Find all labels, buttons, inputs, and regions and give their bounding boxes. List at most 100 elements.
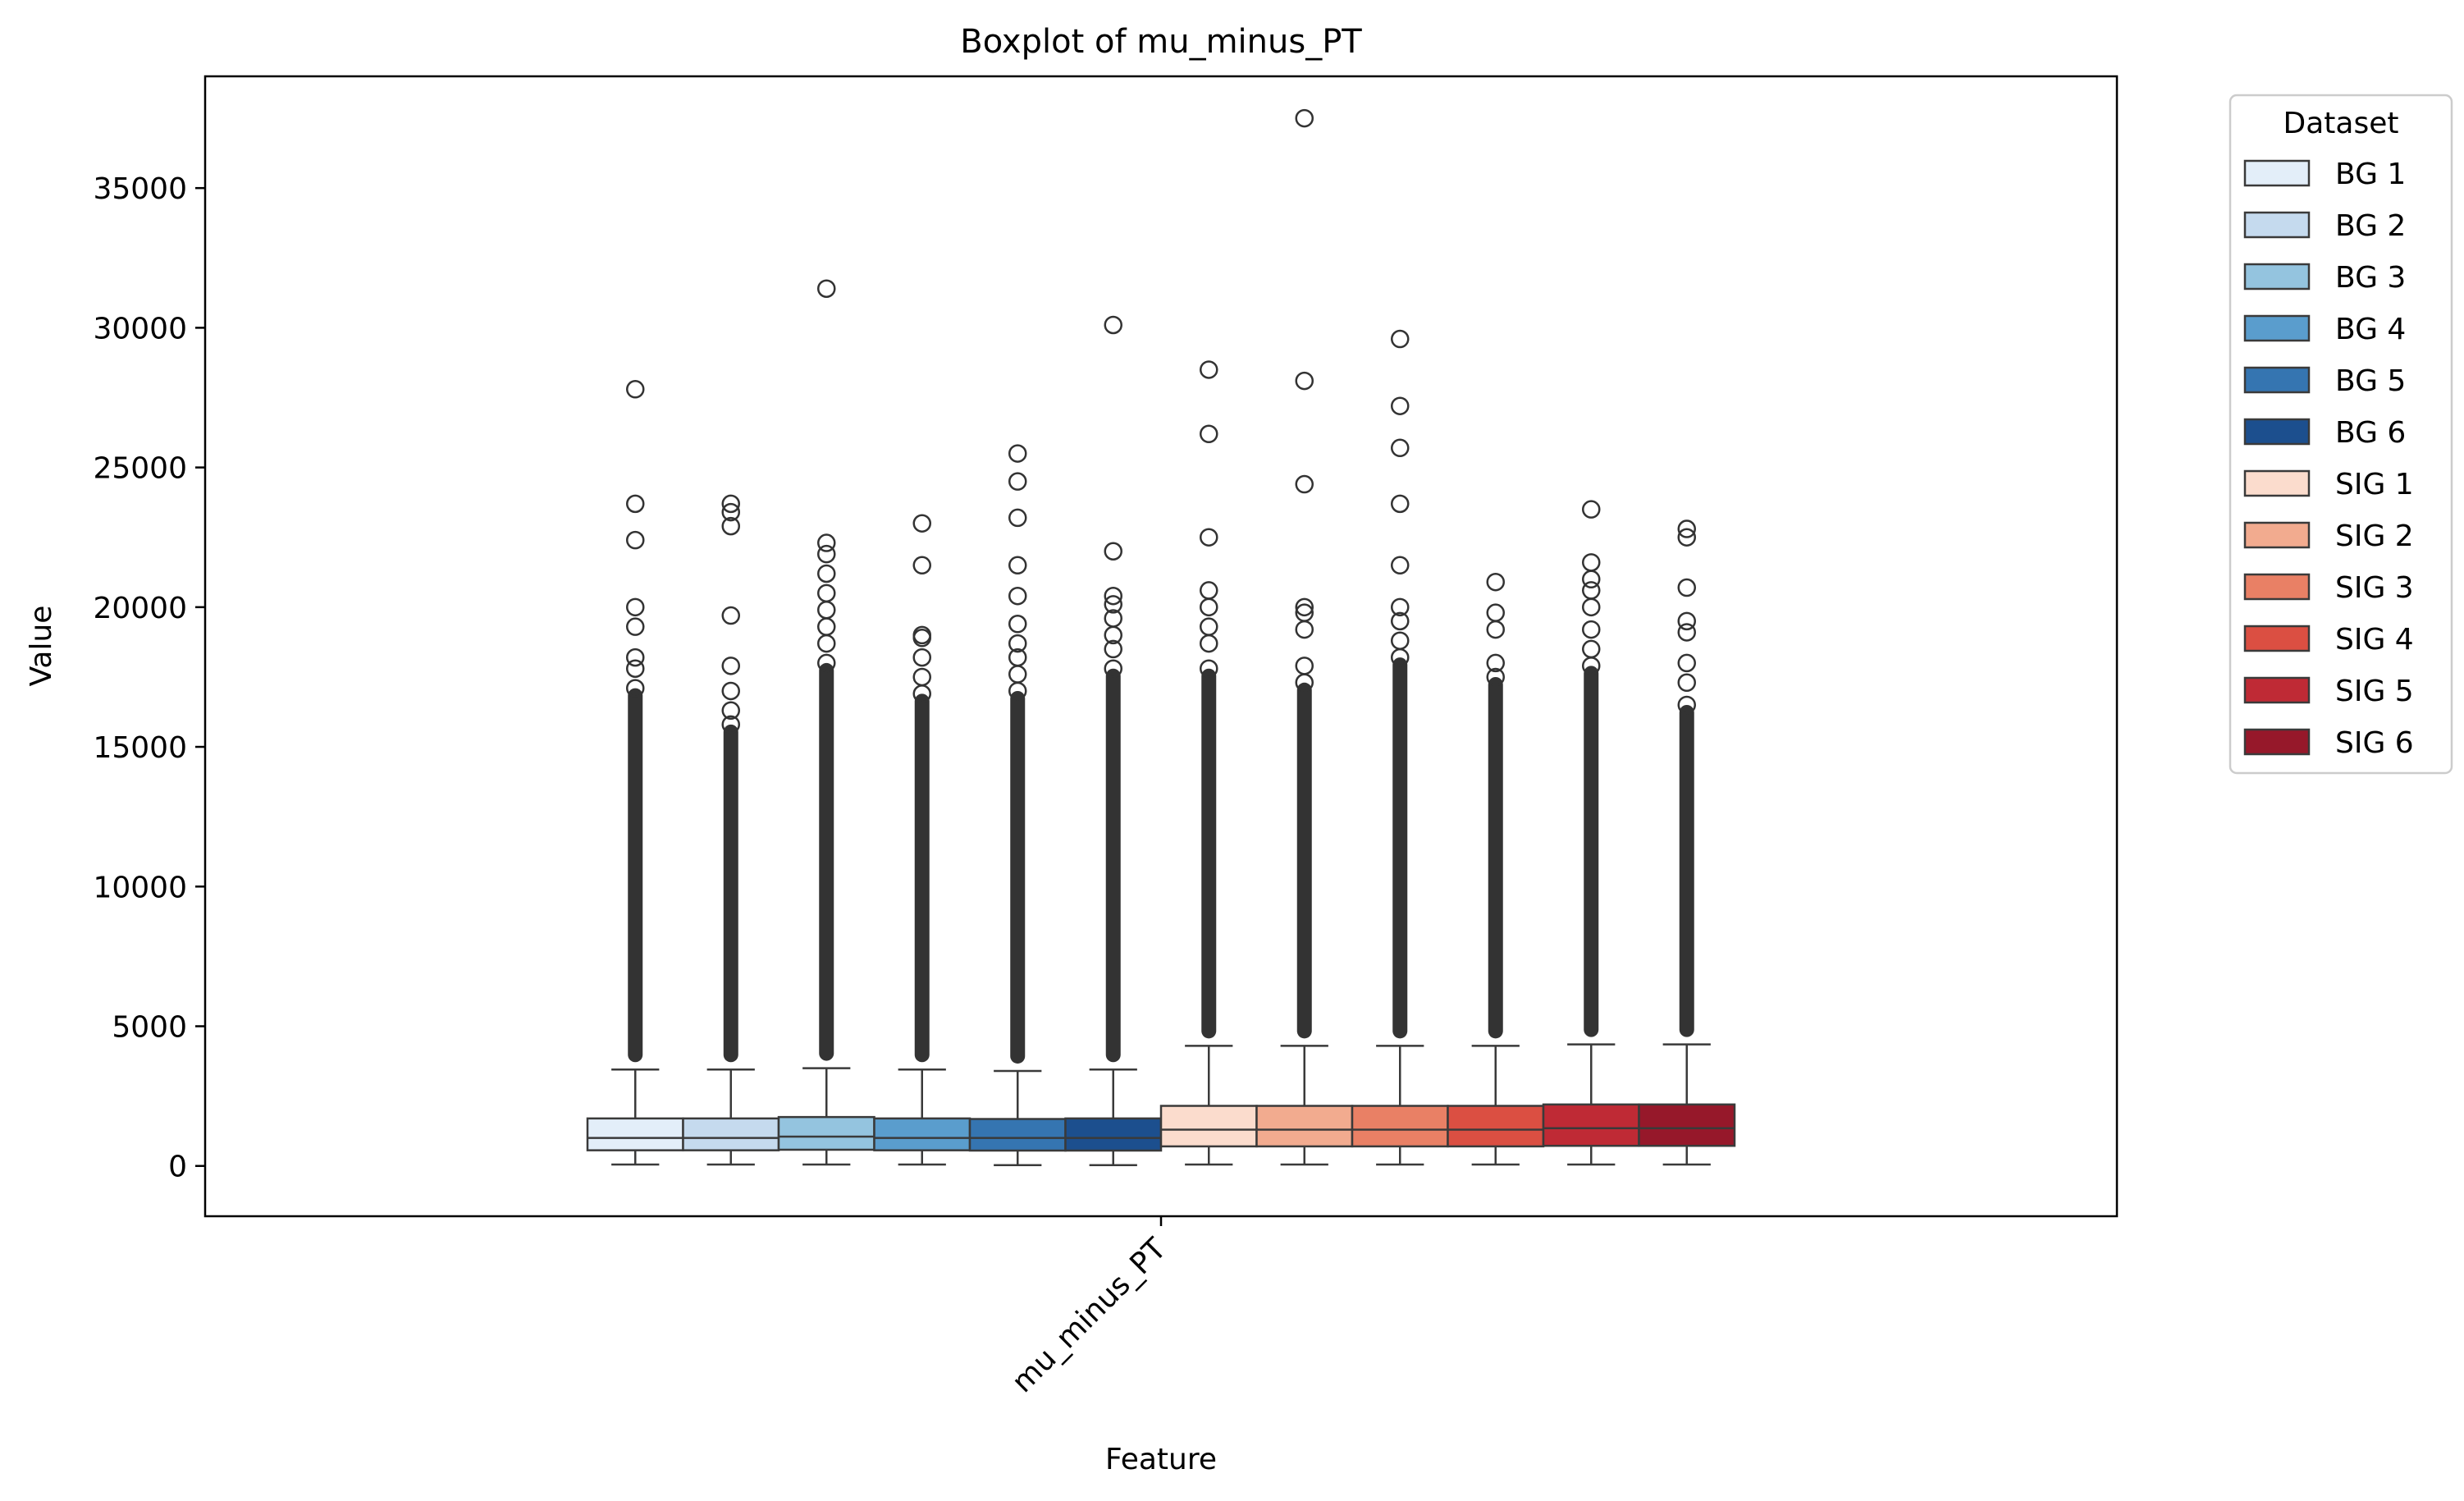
outlier-point (1104, 659, 1122, 678)
outlier-point (817, 279, 836, 298)
legend-label: BG 4 (2335, 313, 2406, 346)
legend-swatch (2243, 366, 2311, 394)
legend-label: BG 5 (2335, 364, 2406, 398)
outlier-point (1677, 578, 1696, 597)
outlier-point (1582, 570, 1601, 589)
box-iqr (1159, 1105, 1258, 1148)
outlier-point (1008, 665, 1027, 684)
outlier-point (626, 597, 645, 617)
outlier-point (1200, 528, 1218, 547)
box-bg-4 (873, 514, 971, 1166)
outlier-point (721, 657, 740, 675)
legend-entry-sig-2: SIG 2 (2243, 519, 2414, 553)
outlier-point (1582, 581, 1601, 600)
outlier-point (721, 502, 740, 522)
legend-swatch (2243, 521, 2311, 549)
box-iqr (682, 1117, 780, 1151)
y-tick-label: 0 (168, 1151, 187, 1184)
outlier-point (912, 514, 931, 533)
legend-entry-bg-3: BG 3 (2243, 261, 2406, 295)
outlier-point (721, 681, 740, 701)
legend-label: BG 6 (2335, 416, 2406, 450)
y-tick-label: 15000 (93, 731, 187, 765)
outlier-point (1582, 553, 1601, 572)
legend-swatch (2243, 469, 2311, 497)
legend-swatch (2243, 728, 2311, 756)
outlier-point (721, 715, 740, 734)
outlier-point (626, 530, 645, 550)
y-tick-label: 10000 (93, 871, 187, 904)
outlier-point (1295, 474, 1314, 494)
box-iqr (1638, 1103, 1736, 1147)
outlier-point (1391, 597, 1410, 617)
legend-label: SIG 6 (2335, 726, 2414, 760)
legend-entry-bg-2: BG 2 (2243, 209, 2406, 243)
y-axis-label: Value (25, 606, 58, 687)
outlier-point (1391, 494, 1410, 514)
outlier-point (1008, 615, 1027, 634)
y-tick-label: 25000 (93, 452, 187, 486)
outlier-point (1200, 634, 1218, 653)
outlier-point (1295, 673, 1314, 693)
outlier-point (817, 634, 836, 653)
outlier-cluster (1392, 657, 1408, 1039)
outlier-point (1200, 617, 1218, 636)
box-iqr (1542, 1103, 1640, 1147)
outlier-point (721, 516, 740, 536)
legend-swatch (2243, 263, 2311, 291)
outlier-point (1677, 653, 1696, 673)
outlier-point (1200, 581, 1218, 600)
outlier-cluster (1010, 690, 1026, 1064)
outlier-point (1200, 360, 1218, 379)
outlier-point (1104, 315, 1122, 335)
outlier-cluster (1296, 682, 1312, 1039)
outlier-point (626, 648, 645, 667)
outlier-point (1486, 620, 1505, 639)
outlier-cluster (628, 688, 643, 1063)
legend-swatch (2243, 625, 2311, 652)
outlier-point (1104, 586, 1122, 606)
outlier-point (1677, 673, 1696, 693)
legend-entry-bg-5: BG 5 (2243, 364, 2406, 398)
box-iqr (1064, 1117, 1163, 1152)
plot-frame (203, 75, 2119, 1218)
box-sig-6 (1638, 519, 1736, 1166)
legend-label: BG 2 (2335, 209, 2406, 243)
outlier-point (1582, 597, 1601, 617)
legend: Dataset BG 1 BG 2 BG 3 BG 4 BG 5 BG 6 SIG 1 SIG… (2229, 94, 2453, 775)
outlier-point (1582, 657, 1601, 675)
box-sig-1 (1159, 360, 1258, 1166)
box-bg-3 (777, 279, 875, 1166)
legend-entry-bg-1: BG 1 (2243, 158, 2406, 191)
outlier-point (1582, 500, 1601, 519)
box-iqr (1255, 1105, 1354, 1148)
outlier-cluster (1105, 668, 1121, 1063)
outlier-point (1200, 597, 1218, 617)
outlier-point (1391, 631, 1410, 650)
legend-label: SIG 1 (2335, 468, 2414, 501)
outlier-point (1008, 508, 1027, 528)
box-iqr (1447, 1105, 1545, 1148)
outlier-point (817, 617, 836, 636)
outlier-point (1391, 648, 1410, 667)
outlier-point (1486, 603, 1505, 622)
outlier-point (1008, 556, 1027, 575)
outlier-point (721, 606, 740, 625)
outlier-cluster (819, 662, 834, 1061)
legend-entry-sig-4: SIG 4 (2243, 623, 2414, 657)
legend-swatch (2243, 314, 2311, 342)
legend-entry-sig-1: SIG 1 (2243, 468, 2414, 501)
box-bg-6 (1064, 315, 1163, 1166)
box-bg-5 (968, 444, 1067, 1166)
outlier-point (817, 564, 836, 583)
outlier-point (626, 380, 645, 399)
chart-title: Boxplot of mu_minus_PT (960, 23, 1362, 61)
outlier-point (721, 701, 740, 721)
outlier-point (1295, 657, 1314, 675)
outlier-point (1677, 623, 1696, 642)
box-bg-2 (682, 494, 780, 1166)
plot-area (586, 108, 1736, 1166)
outlier-cluster (914, 693, 930, 1063)
legend-label: BG 1 (2335, 158, 2406, 191)
